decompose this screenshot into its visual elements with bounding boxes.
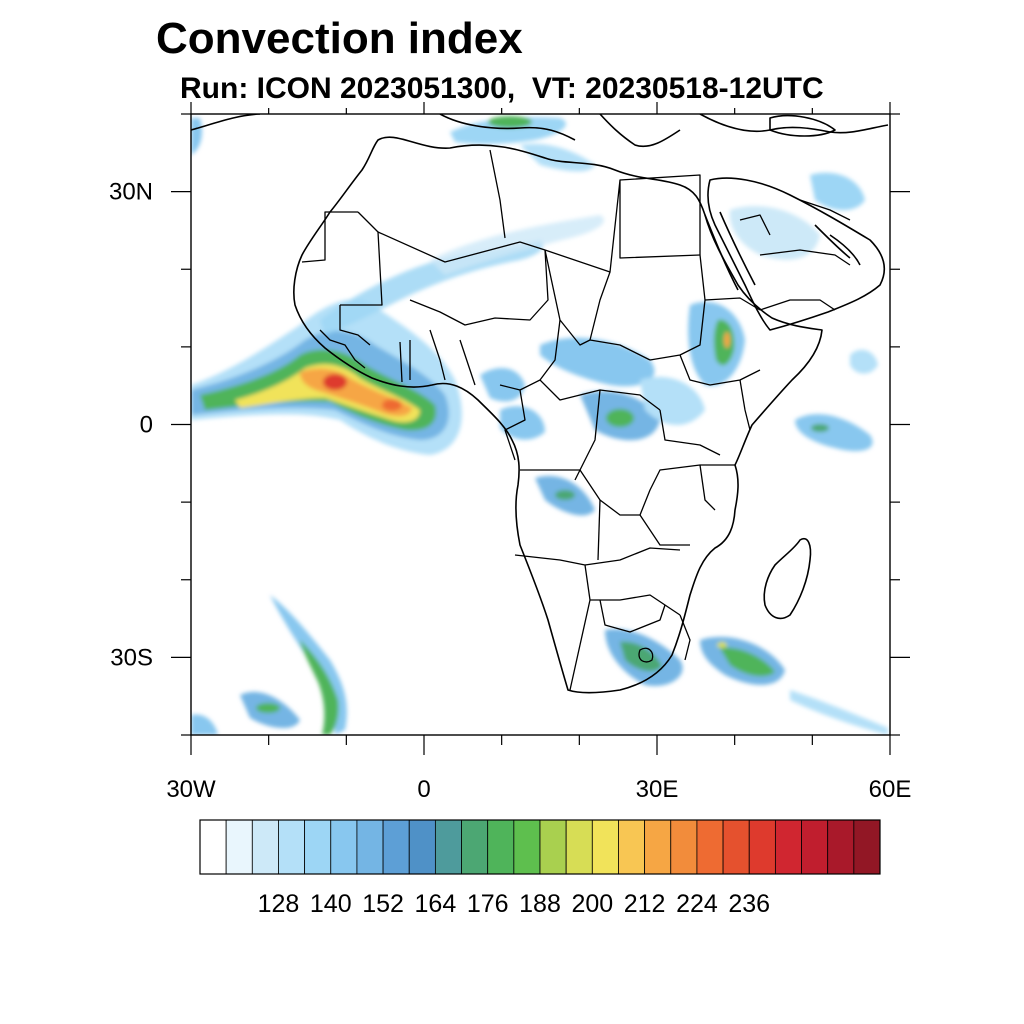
- colorbar: 128 140 152 164 176 188 200 212 224 236: [199, 819, 881, 918]
- field-east-africa: [640, 376, 705, 425]
- field-south-africa-green: [620, 641, 662, 672]
- colorbar-cell: [827, 819, 855, 875]
- colorbar-label: 224: [676, 890, 718, 918]
- colorbar-cells: [199, 819, 881, 875]
- colorbar-cell: [513, 819, 541, 875]
- colorbar-cell: [801, 819, 829, 875]
- colorbar-cell: [722, 819, 750, 875]
- colorbar-cell: [853, 819, 881, 875]
- country-borders: [301, 149, 851, 691]
- colorbar-cell: [225, 819, 253, 875]
- colorbar-cell: [774, 819, 802, 875]
- europe-coastline: [191, 114, 889, 148]
- convection-field: [191, 116, 888, 735]
- field-west-africa-red: [323, 374, 347, 390]
- lat-tick-label: 30N: [109, 179, 153, 206]
- lon-tick-label: 60E: [869, 776, 912, 803]
- colorbar-cell: [251, 819, 279, 875]
- field-nigeria: [480, 367, 525, 402]
- lat-tick-label: 0: [140, 412, 153, 439]
- field-south-streak: [790, 690, 888, 735]
- coastlines-and-borders: [191, 114, 889, 694]
- field-ethiopia-green: [713, 319, 735, 366]
- colorbar-cell: [278, 819, 306, 875]
- lon-tick-label: 30E: [636, 776, 679, 803]
- red-sea: [704, 211, 756, 291]
- field-atlantic-sw-green: [256, 703, 280, 713]
- lat-tick-label: 30S: [110, 644, 153, 671]
- colorbar-cell: [748, 819, 776, 875]
- colorbar-label: 140: [310, 890, 352, 918]
- colorbar-cell: [304, 819, 332, 875]
- persian-gulf: [814, 224, 861, 266]
- colorbar-cell: [382, 819, 410, 875]
- colorbar-label: 152: [362, 890, 404, 918]
- field-arabia-ne: [810, 172, 865, 211]
- lon-tick-label: 0: [417, 776, 430, 803]
- colorbar-cell: [565, 819, 593, 875]
- field-atlantic-corner: [191, 714, 218, 735]
- lon-tick-label: 30W: [166, 776, 216, 803]
- colorbar-label: 164: [415, 890, 457, 918]
- field-atlantic-front: [270, 595, 347, 735]
- colorbar-label: 188: [519, 890, 561, 918]
- field-sahara-band: [320, 240, 544, 335]
- colorbar-cell: [618, 819, 646, 875]
- colorbar-cell: [434, 819, 462, 875]
- tick-marks: [171, 102, 910, 755]
- colorbar-cell: [644, 819, 672, 875]
- field-tunisia: [520, 143, 595, 172]
- field-gabon: [500, 406, 545, 440]
- colorbar-labels: 128 140 152 164 176 188 200 212 224 236: [258, 890, 770, 918]
- colorbar-label: 128: [258, 890, 300, 918]
- colorbar-cell: [461, 819, 489, 875]
- field-madagascar-south-green: [720, 647, 775, 677]
- colorbar-cell: [591, 819, 619, 875]
- africa-coastline: [293, 136, 823, 694]
- colorbar-frame: [199, 819, 881, 875]
- field-congo-green: [606, 409, 634, 427]
- colorbar-cell: [670, 819, 698, 875]
- field-angola-green: [555, 490, 575, 500]
- colorbar-label: 176: [467, 890, 509, 918]
- colorbar-label: 236: [728, 890, 770, 918]
- colorbar-label: 200: [571, 890, 613, 918]
- colorbar-cell: [539, 819, 567, 875]
- field-gulf-red: [382, 399, 402, 411]
- field-madagascar-south-yellow: [717, 642, 727, 648]
- colorbar-cell: [199, 819, 227, 875]
- colorbar-cell: [330, 819, 358, 875]
- colorbar-cell: [408, 819, 436, 875]
- field-med-green: [488, 116, 532, 128]
- field-sahara-band-2: [430, 215, 604, 275]
- field-ethiopia-orange: [724, 332, 730, 348]
- colorbar-cell: [487, 819, 515, 875]
- field-central-1: [540, 337, 655, 387]
- madagascar-coastline: [763, 538, 812, 620]
- colorbar-cell: [356, 819, 384, 875]
- map-title: Convection index: [156, 14, 523, 63]
- plot-area: 30N 0 30S 30W 0 30E 60E: [109, 102, 911, 803]
- field-indian-ocean: [795, 414, 873, 452]
- field-arabia: [729, 206, 820, 260]
- field-mediterranean: [450, 116, 566, 145]
- field-far-east: [850, 349, 878, 374]
- tick-labels: 30N 0 30S 30W 0 30E 60E: [109, 179, 911, 803]
- map-subtitle: Run: ICON 2023051300, VT: 20230518-12UTC: [180, 72, 824, 105]
- field-indian-ocean-green: [811, 424, 829, 432]
- colorbar-label: 212: [624, 890, 666, 918]
- black-sea: [769, 114, 836, 137]
- field-atlantic-front-green: [300, 640, 339, 735]
- colorbar-cell: [696, 819, 724, 875]
